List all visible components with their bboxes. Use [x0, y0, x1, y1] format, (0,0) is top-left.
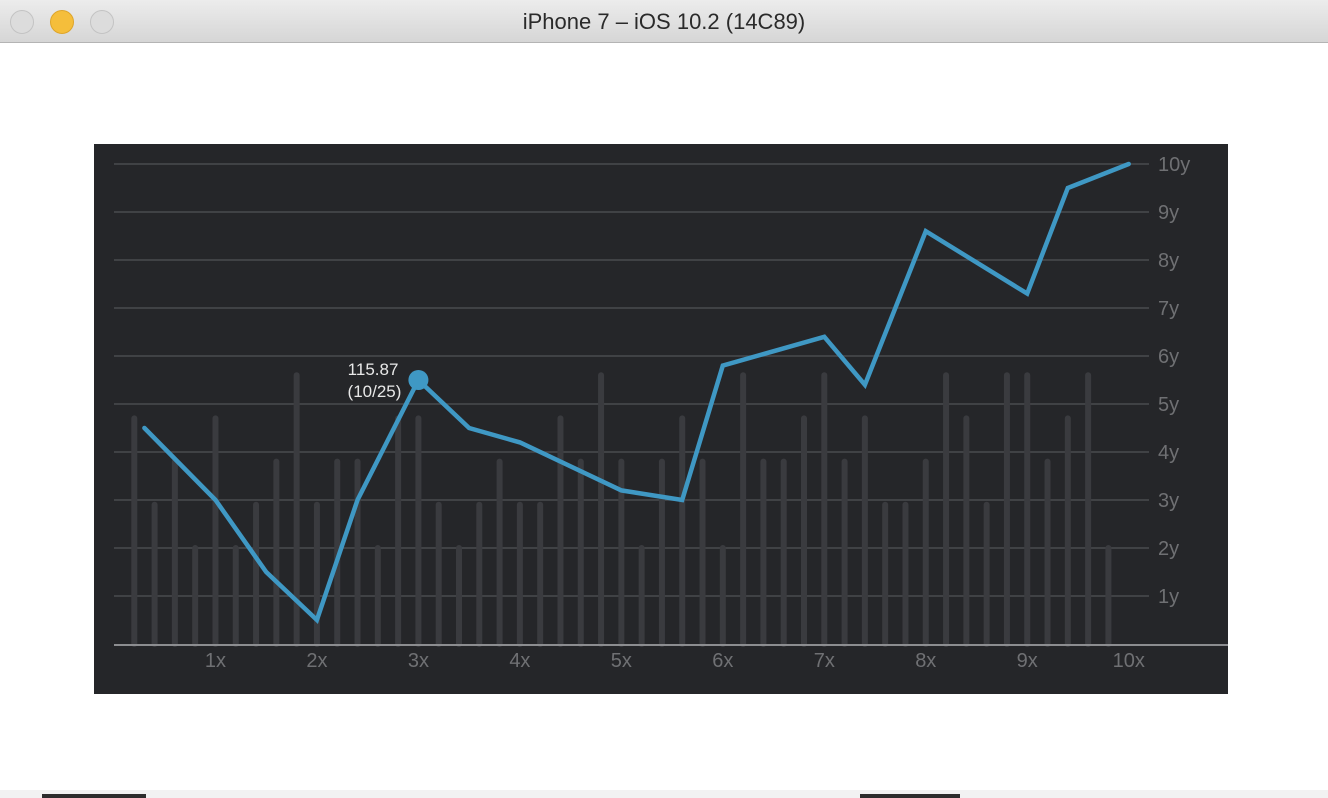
y-tick-label: 7y	[1158, 298, 1179, 320]
y-tick-label: 2y	[1158, 538, 1179, 560]
x-tick-label: 8x	[915, 650, 936, 672]
y-tick-label: 10y	[1158, 154, 1190, 176]
y-tick-label: 9y	[1158, 202, 1179, 224]
line-chart[interactable]: 1x 2x 3x 4x 5x 6x 7x 8x 9x 10x 1y 2y 3y 4y 5y 6y 7y 8y 9y 1…	[94, 144, 1228, 694]
series-line	[142, 161, 1131, 625]
x-tick-label: 6x	[712, 650, 733, 672]
y-tick-label: 1y	[1158, 586, 1179, 608]
y-tick-label: 5y	[1158, 394, 1179, 416]
x-tick-label: 9x	[1017, 650, 1038, 672]
highlight-point	[408, 370, 429, 390]
x-tick-label: 4x	[509, 650, 530, 672]
x-tick-label: 10x	[1113, 650, 1145, 672]
window-close-button[interactable]	[10, 10, 34, 34]
highlight-date-label: (10/25)	[348, 382, 402, 401]
y-tick-label: 4y	[1158, 442, 1179, 464]
highlight-value-label: 115.87	[348, 360, 399, 379]
line-chart-svg: 1x 2x 3x 4x 5x 6x 7x 8x 9x 10x 1y 2y 3y 4y 5y 6y 7y 8y 9y 1…	[114, 154, 1228, 672]
x-tick-label: 1x	[205, 650, 226, 672]
x-tick-label: 3x	[408, 650, 429, 672]
window-titlebar: iPhone 7 – iOS 10.2 (14C89)	[0, 0, 1328, 43]
y-tick-label: 8y	[1158, 250, 1179, 272]
bottom-edge	[0, 790, 1328, 798]
window-title: iPhone 7 – iOS 10.2 (14C89)	[522, 9, 806, 34]
window-minimize-button[interactable]	[50, 10, 74, 34]
y-tick-label: 3y	[1158, 490, 1179, 512]
x-tick-label: 5x	[611, 650, 632, 672]
x-tick-label: 7x	[814, 650, 835, 672]
y-tick-label: 6y	[1158, 346, 1179, 368]
window-zoom-button[interactable]	[90, 10, 114, 34]
x-tick-label: 2x	[306, 650, 327, 672]
